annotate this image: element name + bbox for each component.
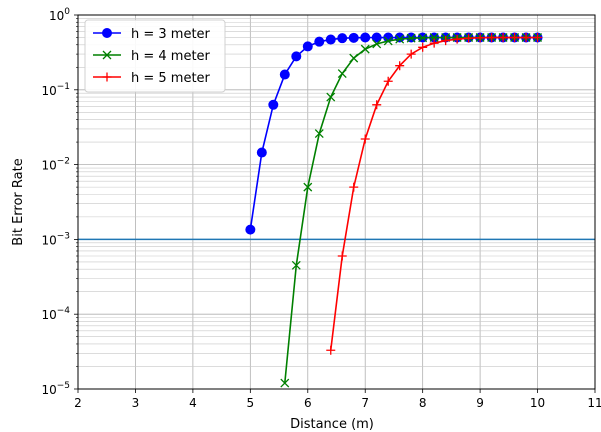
- legend: h = 3 meter h = 4 meter h = 5 meter: [84, 19, 226, 93]
- data-point: [418, 33, 428, 43]
- data-point: [394, 32, 405, 43]
- data-point: [418, 42, 428, 52]
- data-point: [326, 345, 336, 355]
- data-point: [372, 39, 382, 49]
- data-point: [337, 33, 348, 44]
- y-tick-label: 10−1: [41, 82, 70, 98]
- y-axis-label: Bit Error Rate: [11, 158, 26, 245]
- data-point: [475, 33, 485, 43]
- legend-marker: [102, 28, 112, 38]
- x-tick-label: 8: [419, 396, 427, 410]
- y-tick-label: 10−5: [41, 381, 70, 397]
- data-point: [395, 34, 405, 44]
- series-line: [249, 36, 538, 230]
- data-point: [302, 41, 313, 52]
- x-tick-label: 11: [587, 396, 601, 410]
- data-point: [360, 44, 370, 54]
- data-point: [256, 147, 267, 158]
- data-point: [337, 251, 347, 261]
- legend-label: h = 4 meter: [131, 49, 211, 64]
- series-3: [326, 33, 543, 355]
- data-point: [314, 129, 324, 139]
- data-point: [441, 36, 451, 46]
- x-tick-label: 9: [476, 396, 484, 410]
- data-point: [406, 33, 416, 43]
- data-point: [291, 51, 302, 62]
- data-point: [337, 69, 347, 78]
- data-point: [280, 378, 290, 388]
- data-point: [383, 32, 394, 43]
- data-point: [406, 49, 416, 59]
- legend-box: [84, 19, 226, 93]
- data-point: [349, 53, 359, 63]
- legend-item: h = 3 meter: [93, 27, 211, 42]
- legend-item: h = 5 meter: [93, 71, 211, 86]
- legend-item: h = 4 meter: [93, 49, 211, 64]
- y-tick-label: 10−2: [41, 157, 70, 173]
- data-point: [533, 33, 543, 43]
- legend-marker: [102, 50, 112, 60]
- y-tick-label: 10−3: [41, 231, 70, 247]
- data-point: [360, 134, 370, 144]
- data-point: [326, 92, 336, 102]
- data-point: [279, 69, 290, 80]
- data-point: [268, 99, 279, 110]
- legend-marker: [102, 72, 112, 82]
- data-point: [395, 61, 405, 71]
- data-point: [349, 182, 359, 192]
- x-tick-label: 10: [530, 396, 545, 410]
- x-axis-ticks: 2 3 4 5 6 7 8 9 10 11: [74, 389, 601, 410]
- data-point: [429, 38, 439, 48]
- axes-frame: [77, 14, 596, 390]
- data-point: [325, 34, 336, 45]
- x-tick-label: 4: [189, 396, 197, 410]
- y-axis-ticks: 100 10−1 10−2 10−3 10−4 10−5: [41, 7, 78, 397]
- x-tick-label: 6: [304, 396, 312, 410]
- series-2: [280, 33, 543, 388]
- data-point: [521, 33, 531, 43]
- series-line: [284, 36, 538, 384]
- legend-label: h = 3 meter: [131, 27, 211, 42]
- x-tick-label: 5: [247, 396, 255, 410]
- y-tick-label: 100: [49, 7, 70, 23]
- x-axis-label: Distance (m): [290, 417, 374, 432]
- series-line: [329, 36, 538, 351]
- data-point: [314, 36, 325, 47]
- x-tick-label: 7: [361, 396, 369, 410]
- data-point: [487, 33, 497, 43]
- data-point: [303, 182, 313, 192]
- grid: [77, 14, 596, 390]
- data-point: [383, 76, 393, 86]
- data-point: [464, 33, 474, 43]
- data-point: [360, 32, 371, 43]
- x-tick-label: 3: [132, 396, 140, 410]
- data-point: [245, 224, 256, 235]
- data-point: [498, 33, 508, 43]
- data-point: [452, 34, 462, 44]
- data-point: [372, 100, 382, 110]
- x-tick-label: 2: [74, 396, 82, 410]
- data-point: [429, 33, 439, 42]
- data-point: [383, 36, 393, 46]
- data-point: [371, 32, 382, 43]
- legend-label: h = 5 meter: [131, 71, 211, 86]
- plot-area: [245, 32, 543, 388]
- data-point: [291, 260, 301, 270]
- data-point: [510, 33, 520, 43]
- data-point: [348, 32, 359, 43]
- y-tick-label: 10−4: [41, 306, 70, 322]
